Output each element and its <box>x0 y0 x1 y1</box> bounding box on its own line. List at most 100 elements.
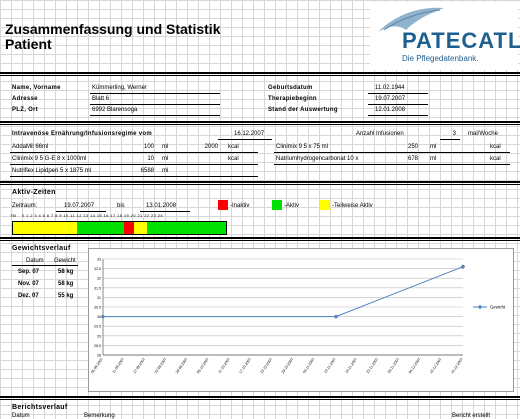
count-label: Anzahl Infusionen <box>356 131 404 137</box>
chart-x-tick-label: 16.11.2007 <box>344 357 357 374</box>
nutrition-item-name: AddaMil 66ml <box>12 144 49 150</box>
nutrition-item-kcal-unit: kcal <box>490 156 501 162</box>
nutrition-item-kcal-unit: kcal <box>228 144 239 150</box>
chart-x-tick-label: 28.11.2007 <box>387 357 400 374</box>
nutrition-row-line <box>274 164 510 165</box>
nutrition-row-line <box>274 152 510 153</box>
status-value: 12.01.2008 <box>375 107 406 113</box>
legend-label-partial: -Teilweise Aktiv <box>332 203 373 209</box>
chart-x-tick-label: 17.09.2007 <box>133 357 147 374</box>
count-unit: mal/Woche <box>468 131 498 137</box>
status-underline <box>368 115 428 116</box>
weight-chart-svg: 28 28.5 29 29.5 30 30.5 31 31.5 32 32.5 33 05.09.20… <box>90 258 506 375</box>
therapy-label: Therapiebeginn <box>268 96 317 102</box>
chart-x-tick-label: 23.10.2007 <box>260 357 274 374</box>
activity-segment <box>76 222 124 234</box>
chart-x-tick-label: 11.10.2007 <box>217 357 230 374</box>
chart-x-tick-label: 10.12.2007 <box>429 357 443 374</box>
logo-brand: PATECATL <box>402 28 520 53</box>
nutrition-item-unit: ml <box>162 156 169 162</box>
name-underline <box>90 93 220 94</box>
weight-chart: 28 28.5 29 29.5 30 30.5 31 31.5 32 32.5 33 05.09.20… <box>88 248 514 392</box>
activity-to-label: bis <box>117 203 125 209</box>
nutrition-row-line <box>10 176 258 177</box>
count-underline <box>440 139 460 140</box>
address-label: Adresse <box>12 96 38 102</box>
chart-x-tick-label: 23.09.2007 <box>154 357 168 374</box>
chart-x-tick-label: 29.10.2007 <box>281 357 295 374</box>
nutrition-item-qty: 10 <box>147 156 154 162</box>
chart-series-line <box>103 266 464 318</box>
divider <box>0 237 520 239</box>
nutrition-item-qty: 6588 <box>140 168 154 174</box>
chart-x-tick-label: 04.12.2007 <box>408 357 422 374</box>
chart-y-tick-label: 30.5 <box>94 306 101 310</box>
chart-y-tick-label: 32 <box>97 277 101 281</box>
address-underline <box>90 104 220 105</box>
weight-header-line <box>12 265 78 266</box>
report-date-header: Datum <box>12 413 30 419</box>
name-label: Name, Vorname <box>12 85 61 91</box>
name-value: Kümmerling, Werner <box>92 85 147 91</box>
chart-point <box>333 314 339 319</box>
status-label: Stand der Auswertung <box>268 107 338 113</box>
activity-day-label: TM <box>10 213 16 218</box>
legend-swatch-active <box>272 200 282 210</box>
weight-date: Dez. 07 <box>18 293 39 299</box>
chart-y-tick-label: 32.5 <box>94 267 101 271</box>
chart-x-tick-label: 16.12.2007 <box>450 357 464 374</box>
nutrition-item-qty: 100 <box>143 144 154 150</box>
chart-point <box>460 264 466 269</box>
legend-label-active: -Aktiv <box>284 203 299 209</box>
chart-y-tick-label: 30 <box>97 315 101 319</box>
count-value: 3 <box>452 131 456 137</box>
report-note-header: Bemerkung <box>84 413 115 419</box>
logo-tagline: Die Pflegedatenbank. <box>402 54 479 63</box>
chart-legend-marker <box>477 304 483 310</box>
divider <box>0 121 520 123</box>
chart-x-tick-label: 22.11.2007 <box>366 357 379 374</box>
nutrition-item-qty: 250 <box>407 144 418 150</box>
nutrition-item-kcal: 2000 <box>204 144 218 150</box>
chart-x-tick-label: 04.11.2007 <box>302 357 315 374</box>
chart-x-tick-label: 05.10.2007 <box>196 357 210 374</box>
activity-segment <box>134 222 148 234</box>
chart-y-tick-label: 28.5 <box>94 344 101 348</box>
activity-from-underline <box>56 211 106 212</box>
chart-y-tick-label: 28 <box>97 354 101 358</box>
divider <box>0 240 520 241</box>
nutrition-item-name: Nutriflex Lipidperi 5 x 1875 ml <box>12 168 92 174</box>
divider <box>0 184 520 185</box>
chart-x-tick-label: 29.09.2007 <box>175 357 189 374</box>
chart-x-tick-label: 17.10.2007 <box>238 357 252 374</box>
weight-weight-header: Gewicht <box>54 258 76 264</box>
nutrition-item-name: Natriumhydrogencarbonat 10 x <box>276 156 359 162</box>
report-right-header: Bericht erstellt <box>452 413 491 419</box>
legend-label-inactive: -Inaktiv <box>230 203 250 209</box>
address-value: Blatt 6 <box>92 96 110 102</box>
activity-to-underline <box>140 211 190 212</box>
chart-y-tick-label: 31.5 <box>94 286 101 290</box>
chart-legend-label: Gewicht <box>490 305 506 310</box>
nutrition-row-line <box>10 152 258 153</box>
regime-label: Intravenöse Ernährung/Infusionsregime vo… <box>12 131 152 137</box>
therapy-value: 19.07.2007 <box>375 96 406 102</box>
activity-segment <box>13 222 77 234</box>
therapy-underline <box>368 104 428 105</box>
divider <box>0 75 520 76</box>
chart-point <box>100 314 106 319</box>
chart-y-tick-label: 29 <box>97 334 101 338</box>
weight-date-header: Datum <box>26 258 44 264</box>
nutrition-item-unit: ml <box>162 168 169 174</box>
activity-to: 13.01.2008 <box>146 203 177 209</box>
activity-bar <box>12 221 227 235</box>
chart-y-tick-label: 33 <box>97 258 101 262</box>
activity-segment <box>147 222 226 234</box>
chart-x-tick-label: 10.11.2007 <box>323 357 336 374</box>
weight-title: Gewichtsverlauf <box>12 245 71 252</box>
birth-underline <box>368 93 428 94</box>
activity-segment <box>123 222 135 234</box>
weight-value: 55 kg <box>58 293 74 299</box>
nutrition-item-kcal-unit: kcal <box>228 156 239 162</box>
page-title-line1: Zusammenfassung und Statistik <box>5 21 221 37</box>
